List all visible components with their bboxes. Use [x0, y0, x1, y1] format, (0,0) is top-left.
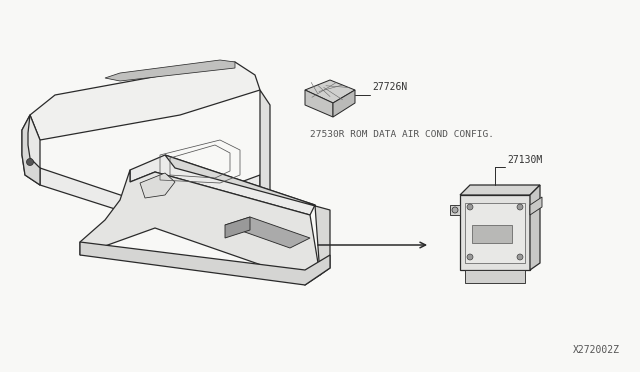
Text: 27130M: 27130M [507, 155, 542, 165]
Polygon shape [465, 270, 525, 283]
Polygon shape [305, 80, 355, 103]
Polygon shape [80, 170, 320, 285]
Polygon shape [460, 185, 540, 195]
Polygon shape [130, 155, 315, 215]
Polygon shape [530, 185, 540, 270]
Polygon shape [530, 197, 542, 215]
Circle shape [467, 204, 473, 210]
Text: X272002Z: X272002Z [573, 345, 620, 355]
Polygon shape [30, 62, 260, 140]
Polygon shape [40, 168, 260, 225]
Polygon shape [260, 90, 270, 190]
Circle shape [517, 254, 523, 260]
Polygon shape [225, 217, 310, 248]
Polygon shape [105, 60, 235, 81]
Circle shape [26, 158, 33, 166]
Polygon shape [460, 195, 530, 270]
Polygon shape [22, 115, 40, 185]
Text: 27530R ROM DATA AIR COND CONFIG.: 27530R ROM DATA AIR COND CONFIG. [310, 130, 494, 139]
Polygon shape [305, 90, 333, 117]
Text: 27726N: 27726N [372, 82, 407, 92]
Bar [472, 225, 512, 243]
Circle shape [517, 204, 523, 210]
Polygon shape [165, 155, 330, 275]
Polygon shape [80, 242, 330, 285]
Polygon shape [22, 115, 40, 185]
Polygon shape [465, 203, 525, 263]
Circle shape [467, 254, 473, 260]
Polygon shape [450, 205, 460, 215]
Polygon shape [225, 217, 250, 238]
Polygon shape [333, 90, 355, 117]
Polygon shape [140, 173, 175, 198]
Circle shape [452, 207, 458, 213]
